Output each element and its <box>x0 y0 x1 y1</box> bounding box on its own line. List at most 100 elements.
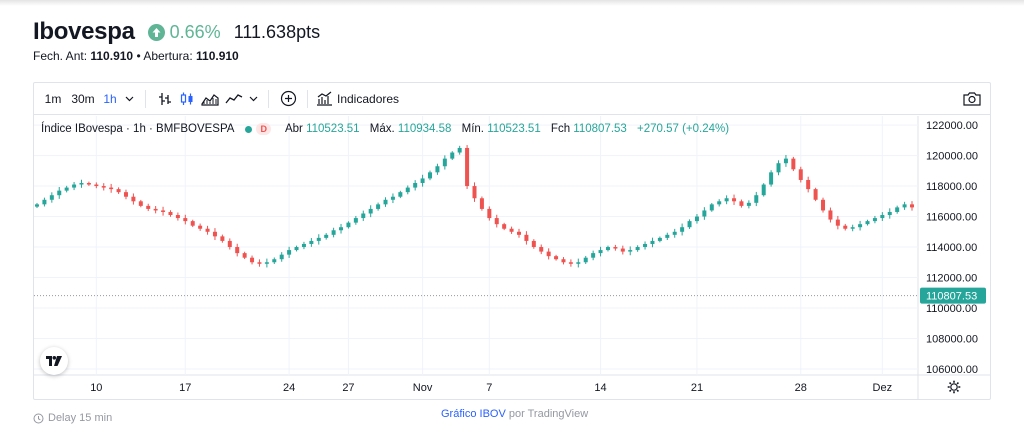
candlestick-chart[interactable]: 122000.00 120000.00 118000.00 116000.00 1140… <box>34 116 990 400</box>
open-value: 110.910 <box>196 49 239 63</box>
candle-body <box>324 234 329 238</box>
candle-body <box>442 158 447 167</box>
candle-body <box>376 204 381 209</box>
candle-body <box>761 184 766 196</box>
candles-style-icon[interactable] <box>176 83 198 115</box>
candle-body <box>583 257 588 263</box>
delay-info: Delay 15 min <box>33 412 112 424</box>
candle-body <box>746 202 751 206</box>
low-val: 110523.51 <box>487 123 541 135</box>
line-style-icon[interactable] <box>222 83 246 115</box>
tradingview-logo[interactable] <box>40 347 68 375</box>
indicators-button[interactable]: Indicadores <box>316 83 399 115</box>
interval-1m[interactable]: 1m <box>44 91 62 106</box>
candle-body <box>353 218 358 223</box>
y-tick-label: 120000.00 <box>926 151 978 163</box>
candle-body <box>783 158 788 164</box>
candle-body <box>131 196 136 202</box>
candle-body <box>287 250 292 255</box>
candle-body <box>895 207 900 212</box>
change-percent: 0.66% <box>169 21 221 42</box>
quote-subinfo: Fech. Ant: 110.910 • Abertura: 110.910 <box>33 49 239 63</box>
area-style-icon[interactable] <box>198 83 222 115</box>
candle-body <box>858 224 863 228</box>
x-tick-label: 7 <box>486 382 492 394</box>
x-tick-label: 24 <box>283 382 295 394</box>
candle-body <box>220 236 225 241</box>
y-tick-label: 110000.00 <box>926 303 977 315</box>
x-tick-label: 28 <box>795 382 807 394</box>
bar-style-icon[interactable] <box>154 83 176 115</box>
candle-body <box>643 243 648 248</box>
chart-style-chevron-icon[interactable] <box>246 83 260 115</box>
candle-body <box>776 163 781 173</box>
candle-body <box>123 192 128 197</box>
candle-body <box>680 227 685 232</box>
candle-body <box>605 247 610 251</box>
low-key: Mín. <box>461 123 484 135</box>
x-tick-label: 21 <box>691 382 703 394</box>
candle-body <box>494 218 499 225</box>
candle-body <box>227 240 232 248</box>
candle-body <box>250 257 255 263</box>
candle-body <box>346 222 351 228</box>
y-tick-label: 106000.00 <box>926 364 978 376</box>
candle-body <box>72 184 77 188</box>
candle-body <box>161 210 166 212</box>
candle-body <box>546 251 551 257</box>
candle-body <box>865 221 870 225</box>
toolbar-divider <box>268 89 269 108</box>
candle-body <box>568 262 573 264</box>
candle-body <box>390 196 395 200</box>
candle-body <box>509 228 514 232</box>
candle-body <box>902 204 907 208</box>
candle-body <box>613 247 618 249</box>
candle-body <box>620 248 625 252</box>
candle-body <box>257 262 262 264</box>
candle-body <box>806 179 811 190</box>
x-tick-label: 27 <box>342 382 354 394</box>
candle-body <box>146 205 151 209</box>
chevron-down-icon[interactable] <box>121 83 137 115</box>
chart-credit-text: por TradingView <box>508 408 589 420</box>
candle-body <box>739 201 744 206</box>
candle-body <box>769 172 774 185</box>
candle-body <box>138 201 143 206</box>
candle-body <box>294 247 299 251</box>
compare-plus-icon[interactable] <box>277 83 299 115</box>
delayed-badge: D <box>256 123 271 135</box>
candle-body <box>86 183 91 185</box>
settings-gear-icon[interactable] <box>947 380 961 394</box>
toolbar-divider <box>145 89 146 108</box>
quote-header: Ibovespa 0.66% 111.638pts <box>33 15 320 49</box>
close-val: 110807.53 <box>573 123 627 135</box>
y-tick-label: 114000.00 <box>926 242 977 254</box>
interval-1h[interactable]: 1h <box>103 91 117 106</box>
candle-body <box>516 231 521 235</box>
candle-body <box>212 231 217 237</box>
candle-body <box>205 228 210 232</box>
candle-body <box>650 240 655 244</box>
candle-body <box>539 247 544 252</box>
top-shadow <box>0 0 1024 6</box>
candle-body <box>687 221 692 228</box>
candle-body <box>279 254 284 260</box>
candle-body <box>428 172 433 179</box>
candle-body <box>94 184 99 187</box>
candle-body <box>183 218 188 222</box>
candle-body <box>665 234 670 238</box>
candle-body <box>479 198 484 209</box>
candle-body <box>561 259 566 263</box>
camera-icon[interactable] <box>960 83 984 115</box>
candle-body <box>813 189 818 200</box>
candle-body <box>850 227 855 229</box>
candle-body <box>264 262 269 264</box>
candle-body <box>554 256 559 260</box>
candle-body <box>301 243 306 248</box>
candle-body <box>635 247 640 251</box>
x-tick-label: 10 <box>90 382 102 394</box>
open-label: Abertura: <box>143 49 193 63</box>
interval-30m[interactable]: 30m <box>71 91 95 106</box>
candle-body <box>717 201 722 205</box>
chart-credit-link[interactable]: Gráfico IBOV <box>441 408 506 420</box>
